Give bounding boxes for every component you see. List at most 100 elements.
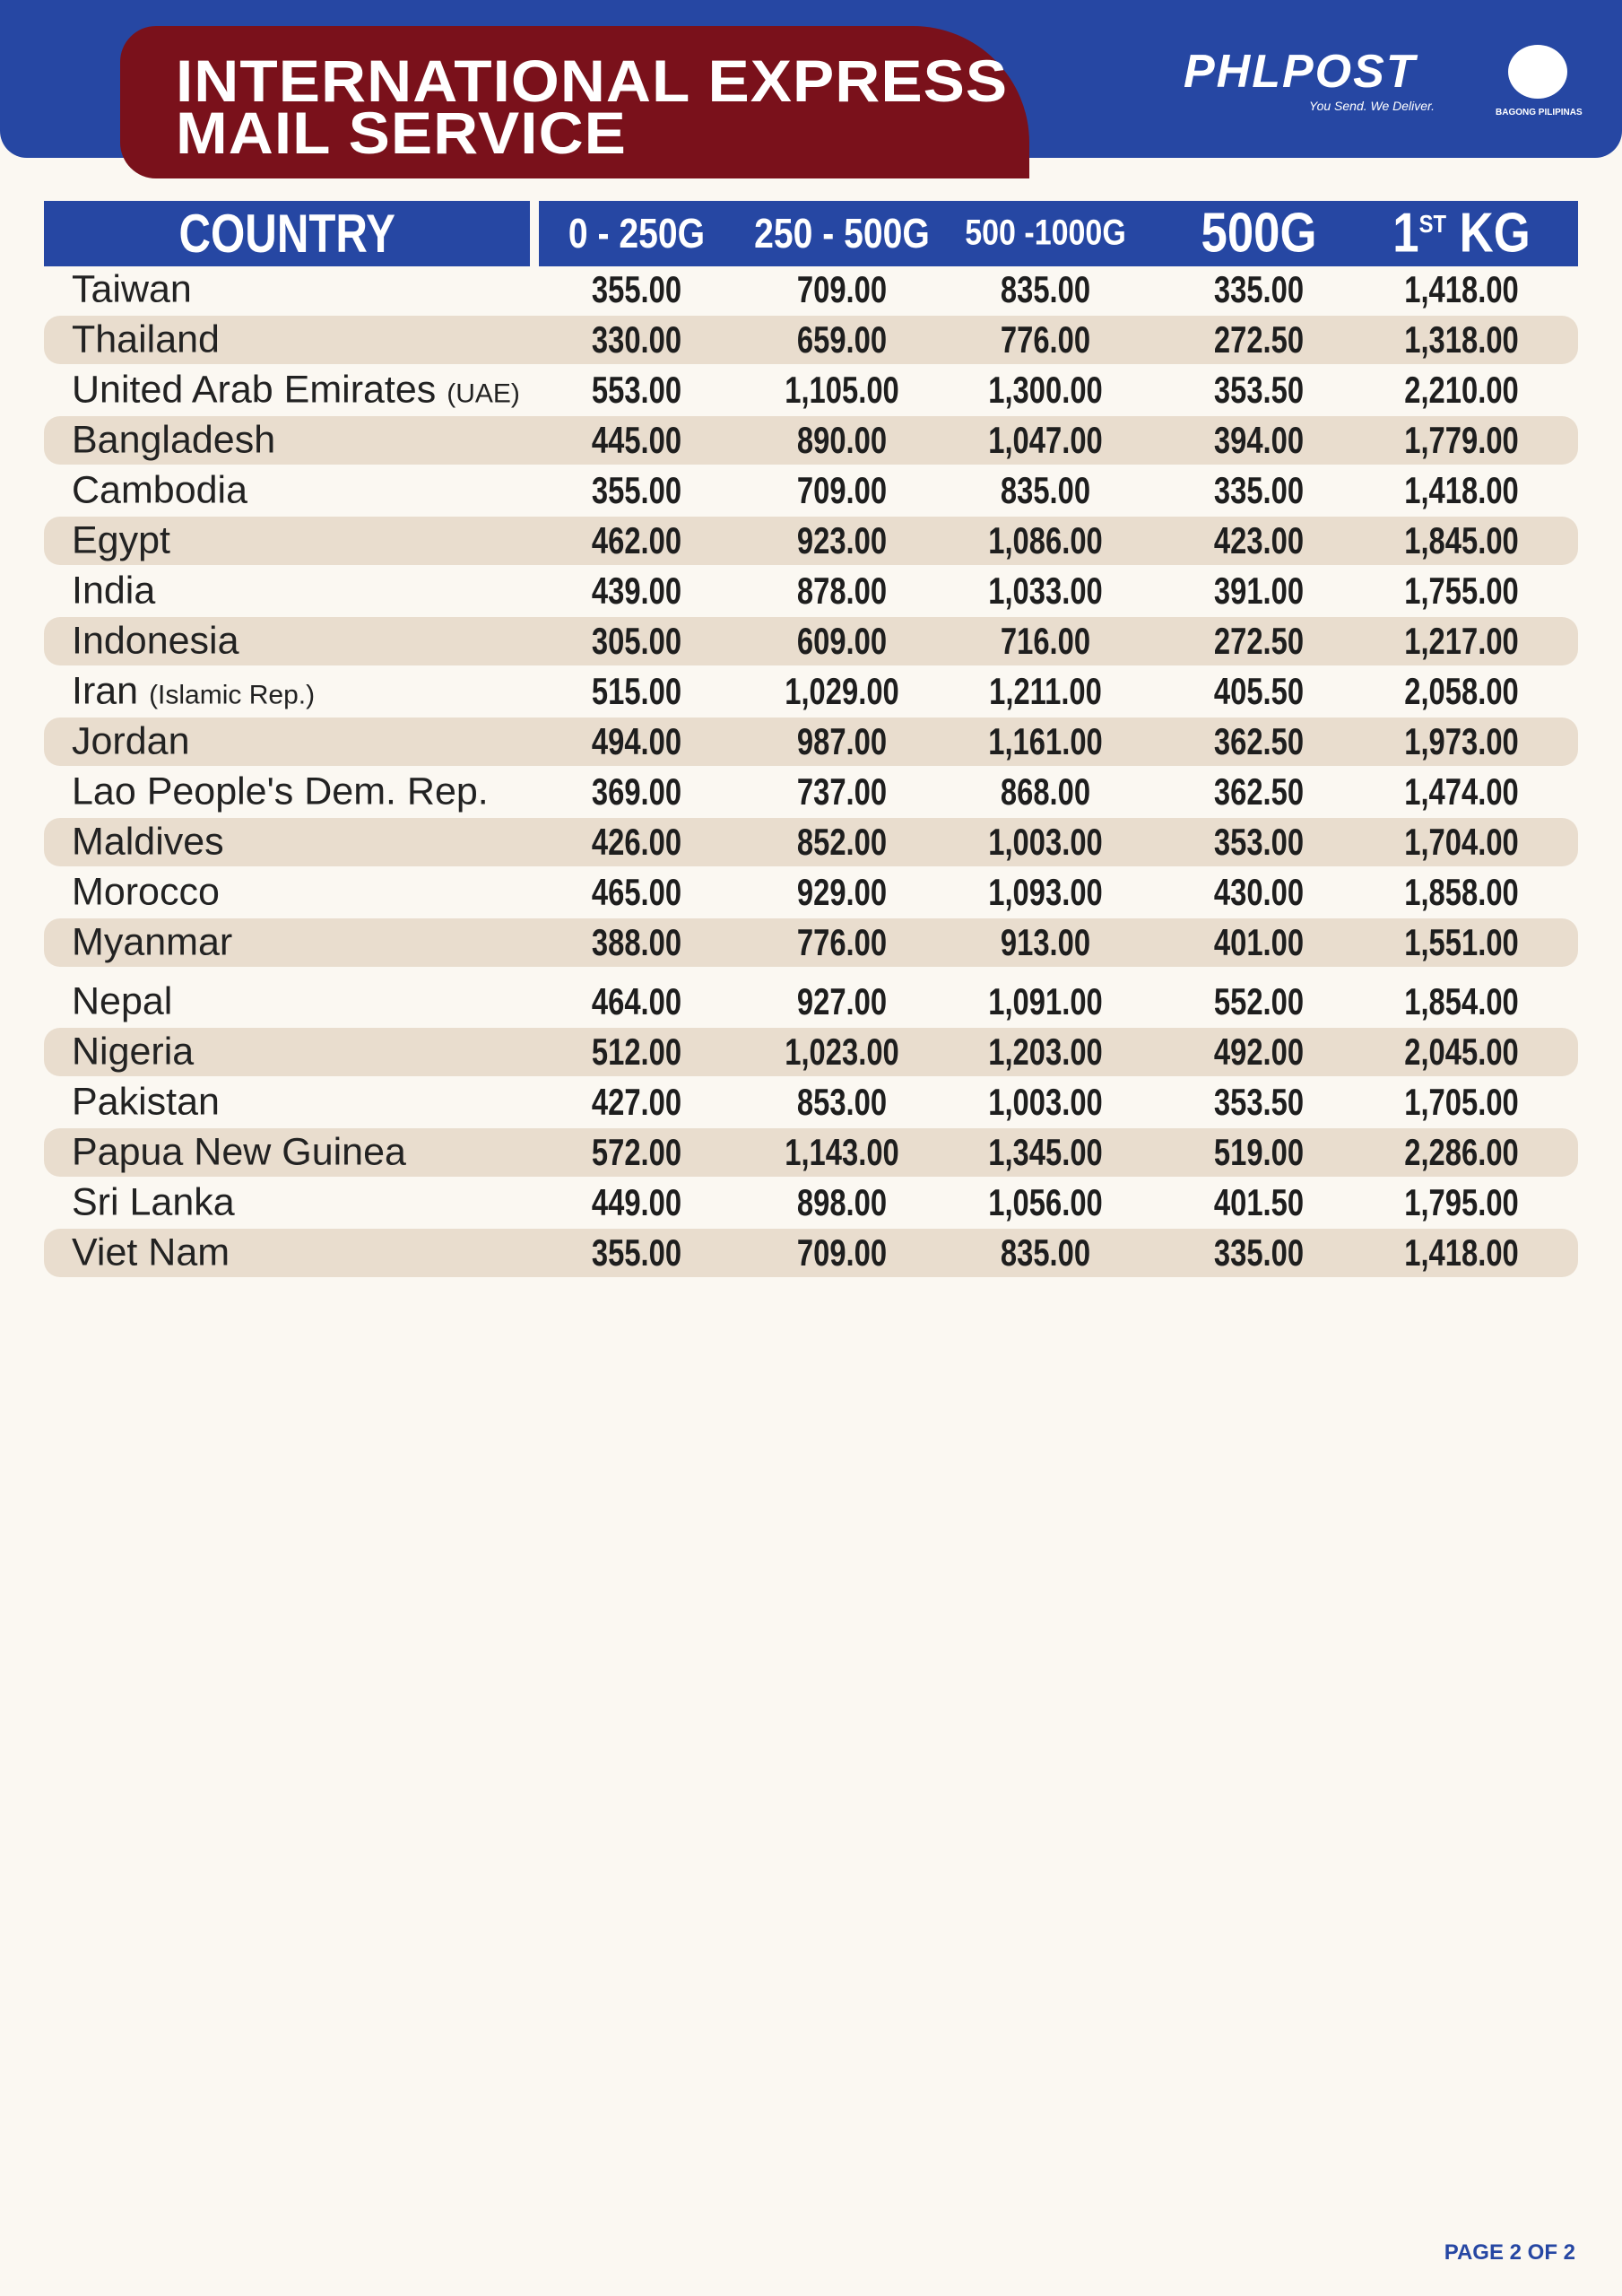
rate: 1,858.00 — [1404, 871, 1519, 913]
country-text: Iran — [72, 669, 139, 713]
row-stripe — [44, 617, 1578, 665]
country-text: Lao People's Dem. Rep. — [72, 770, 489, 813]
header-sup: ST — [1418, 209, 1447, 238]
rate: 2,286.00 — [1404, 1131, 1519, 1173]
country-name: Lao People's Dem. Rep. — [72, 770, 489, 814]
header-text: 500 -1000G — [965, 213, 1126, 253]
rate: 445.00 — [591, 419, 682, 461]
rate: 305.00 — [591, 620, 682, 662]
country-name: Sri Lanka — [72, 1181, 235, 1225]
rate: 1,047.00 — [988, 419, 1103, 461]
rate: 709.00 — [796, 1231, 888, 1274]
rate: 737.00 — [796, 770, 888, 813]
rate: 553.00 — [591, 369, 682, 411]
row-stripe — [44, 818, 1578, 866]
rate: 353.00 — [1213, 821, 1305, 863]
rate: 401.00 — [1213, 921, 1305, 963]
country-text: Nepal — [72, 979, 173, 1023]
country-text: Taiwan — [72, 267, 192, 311]
rate: 835.00 — [1000, 268, 1091, 310]
rate: 987.00 — [796, 720, 888, 762]
rate: 427.00 — [591, 1081, 682, 1123]
rate: 659.00 — [796, 318, 888, 361]
rate: 426.00 — [591, 821, 682, 863]
country-name: Nigeria — [72, 1031, 194, 1074]
country-text: Jordan — [72, 719, 190, 763]
country-name: Taiwan — [72, 268, 192, 312]
title-tab — [120, 26, 1029, 178]
country-text: Myanmar — [72, 920, 233, 964]
rate: 716.00 — [1000, 620, 1091, 662]
rate: 552.00 — [1213, 980, 1305, 1022]
rate: 369.00 — [591, 770, 682, 813]
rate: 401.50 — [1213, 1181, 1305, 1223]
rate: 1,217.00 — [1404, 620, 1519, 662]
rate: 1,418.00 — [1404, 1231, 1519, 1274]
country-name: Viet Nam — [72, 1231, 230, 1275]
country-text: Egypt — [72, 518, 170, 562]
rate: 515.00 — [591, 670, 682, 712]
rate: 330.00 — [591, 318, 682, 361]
rate: 1,203.00 — [988, 1031, 1103, 1073]
row-stripe — [44, 416, 1578, 465]
rate: 835.00 — [1000, 469, 1091, 511]
rate: 519.00 — [1213, 1131, 1305, 1173]
rate: 878.00 — [796, 570, 888, 612]
rate: 465.00 — [591, 871, 682, 913]
rate: 776.00 — [1000, 318, 1091, 361]
rate: 927.00 — [796, 980, 888, 1022]
rate: 709.00 — [796, 268, 888, 310]
rate: 1,551.00 — [1404, 921, 1519, 963]
rate: 1,779.00 — [1404, 419, 1519, 461]
country-text: Pakistan — [72, 1080, 220, 1124]
header-cell: COUNTRY — [44, 201, 530, 266]
rate: 405.50 — [1213, 670, 1305, 712]
country-text: India — [72, 569, 156, 613]
rate: 1,091.00 — [988, 980, 1103, 1022]
rate: 353.50 — [1213, 369, 1305, 411]
rate: 1,003.00 — [988, 1081, 1103, 1123]
header-text: COUNTRY — [178, 204, 395, 264]
country-text: Maldives — [72, 820, 224, 864]
rate: 335.00 — [1213, 1231, 1305, 1274]
rate: 1,029.00 — [785, 670, 899, 712]
rate: 1,003.00 — [988, 821, 1103, 863]
country-name: Iran (Islamic Rep.) — [72, 670, 315, 714]
rate: 362.50 — [1213, 770, 1305, 813]
country-name: Papua New Guinea — [72, 1131, 406, 1175]
rate: 1,705.00 — [1404, 1081, 1519, 1123]
header-text: 250 - 500G — [754, 210, 930, 257]
country-text: Thailand — [72, 317, 220, 361]
country-name: Jordan — [72, 720, 189, 764]
rate: 1,211.00 — [989, 670, 1102, 712]
rate: 609.00 — [796, 620, 888, 662]
logo: PHLPOST — [1184, 46, 1417, 98]
header-text: 500G — [1201, 202, 1317, 265]
rate: 1,474.00 — [1404, 770, 1519, 813]
rate: 1,056.00 — [988, 1181, 1103, 1223]
row-stripe — [44, 918, 1578, 967]
country-name: Egypt — [72, 519, 170, 563]
header-text: KG — [1459, 202, 1531, 265]
rate: 1,161.00 — [988, 720, 1103, 762]
rate: 913.00 — [1000, 921, 1091, 963]
country-text: United Arab Emirates — [72, 368, 437, 412]
title-line: MAIL SERVICE — [176, 100, 627, 166]
rate: 572.00 — [591, 1131, 682, 1173]
rate: 449.00 — [591, 1181, 682, 1223]
country-name: Thailand — [72, 318, 220, 362]
rate: 355.00 — [591, 268, 682, 310]
country-name: Indonesia — [72, 620, 239, 664]
row-stripe — [44, 517, 1578, 565]
rate: 1,345.00 — [988, 1131, 1103, 1173]
rate: 1,704.00 — [1404, 821, 1519, 863]
title-line: INTERNATIONAL EXPRESS — [176, 48, 1009, 114]
country-name: Morocco — [72, 871, 220, 915]
rate: 2,210.00 — [1404, 369, 1519, 411]
rate: 1,033.00 — [988, 570, 1103, 612]
rate: 272.50 — [1213, 318, 1305, 361]
rate: 1,418.00 — [1404, 268, 1519, 310]
seal-text: BAGONG PILIPINAS — [1496, 108, 1583, 117]
rate: 394.00 — [1213, 419, 1305, 461]
